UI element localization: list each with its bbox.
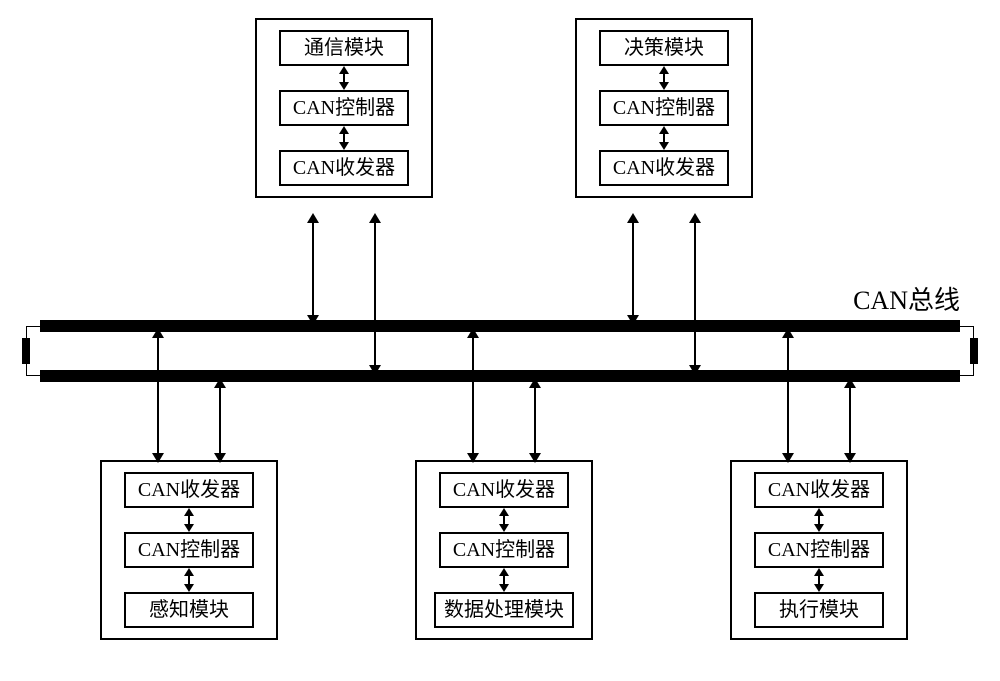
bus-connector — [525, 378, 545, 463]
term-wire — [973, 364, 974, 376]
box-exec-mid: CAN控制器 — [754, 532, 884, 568]
bus-connector — [623, 213, 643, 325]
diagram-canvas: CAN总线 通信模块 CAN控制器 CAN收发器 — [0, 0, 1000, 681]
box-sense-top: CAN收发器 — [124, 472, 254, 508]
module-group-sense: CAN收发器 CAN控制器 感知模块 — [100, 460, 278, 640]
bus-connector — [365, 213, 385, 375]
bus-line-top — [40, 320, 960, 332]
term-wire — [26, 326, 40, 327]
module-group-comm: 通信模块 CAN控制器 CAN收发器 — [255, 18, 433, 198]
box-sense-mid: CAN控制器 — [124, 532, 254, 568]
module-group-exec: CAN收发器 CAN控制器 执行模块 — [730, 460, 908, 640]
box-dataproc-mid: CAN控制器 — [439, 532, 569, 568]
box-comm-top: 通信模块 — [279, 30, 409, 66]
box-decision-mid: CAN控制器 — [599, 90, 729, 126]
term-wire — [26, 375, 40, 376]
bus-connector — [840, 378, 860, 463]
arrow-icon — [654, 126, 674, 150]
term-wire — [960, 375, 974, 376]
box-decision-bot: CAN收发器 — [599, 150, 729, 186]
box-comm-mid: CAN控制器 — [279, 90, 409, 126]
bus-label: CAN总线 — [853, 280, 960, 317]
arrow-icon — [809, 508, 829, 532]
box-sense-bot: 感知模块 — [124, 592, 254, 628]
module-group-dataproc: CAN收发器 CAN控制器 数据处理模块 — [415, 460, 593, 640]
arrow-icon — [334, 66, 354, 90]
bus-connector — [778, 328, 798, 463]
box-dataproc-top: CAN收发器 — [439, 472, 569, 508]
arrow-icon — [179, 508, 199, 532]
arrow-icon — [654, 66, 674, 90]
box-comm-bot: CAN收发器 — [279, 150, 409, 186]
arrow-icon — [494, 508, 514, 532]
bus-line-bottom — [40, 370, 960, 382]
box-exec-top: CAN收发器 — [754, 472, 884, 508]
term-wire — [960, 326, 974, 327]
term-wire — [973, 326, 974, 338]
bus-connector — [685, 213, 705, 375]
arrow-icon — [494, 568, 514, 592]
arrow-icon — [809, 568, 829, 592]
box-exec-bot: 执行模块 — [754, 592, 884, 628]
term-wire — [26, 364, 27, 376]
bus-connector — [148, 328, 168, 463]
arrow-icon — [179, 568, 199, 592]
bus-connector — [210, 378, 230, 463]
module-group-decision: 决策模块 CAN控制器 CAN收发器 — [575, 18, 753, 198]
terminator-left — [22, 338, 30, 364]
box-dataproc-bot: 数据处理模块 — [434, 592, 574, 628]
arrow-icon — [334, 126, 354, 150]
terminator-right — [970, 338, 978, 364]
bus-connector — [303, 213, 323, 325]
box-decision-top: 决策模块 — [599, 30, 729, 66]
bus-connector — [463, 328, 483, 463]
term-wire — [26, 326, 27, 338]
